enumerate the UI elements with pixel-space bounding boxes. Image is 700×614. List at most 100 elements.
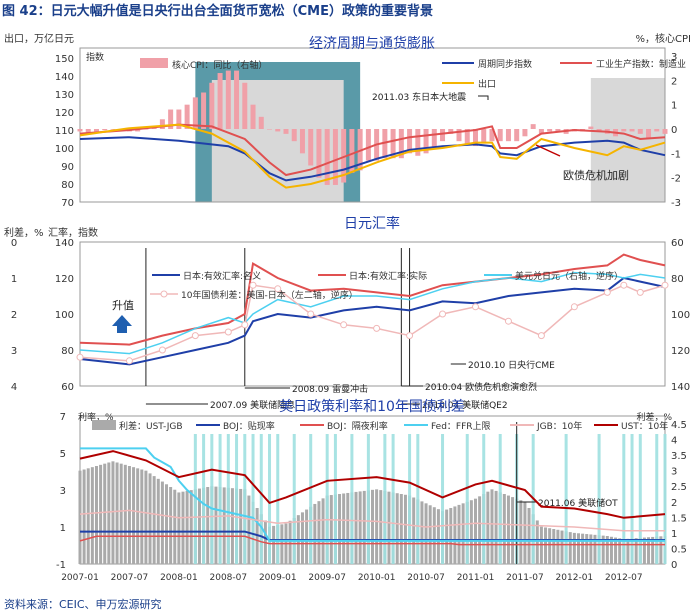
cpi-bar xyxy=(159,119,165,129)
spread-bar xyxy=(358,491,362,564)
cpi-bar xyxy=(662,129,668,134)
x-tick: 2009-07 xyxy=(308,573,346,583)
spread-bar xyxy=(99,464,103,564)
y-tick-right: 4 xyxy=(671,436,677,447)
shade-band-2012 xyxy=(590,78,665,202)
highlight-bar xyxy=(276,434,280,564)
annotation-leader xyxy=(478,95,489,100)
spread-bar xyxy=(82,469,86,564)
y-tick-right: -2 xyxy=(671,174,681,185)
y-tick-right: 100 xyxy=(671,310,690,321)
spread-bar xyxy=(490,489,494,564)
spread-marker xyxy=(570,303,578,311)
legend-label: JGB：10年 xyxy=(536,420,582,432)
chart-canvas: 708090100110120130140150-3-2-10123出口，万亿日… xyxy=(4,32,691,583)
x-tick: 2010-07 xyxy=(407,573,445,583)
cpi-bar xyxy=(102,129,108,131)
spread-bar xyxy=(626,538,630,564)
spread-bar xyxy=(173,489,177,564)
highlight-bar xyxy=(309,434,313,564)
cpi-bar xyxy=(283,129,289,134)
panel-title: 日元汇率 xyxy=(344,215,400,232)
spread-bar xyxy=(403,494,407,564)
highlight-bar xyxy=(416,434,420,564)
spread-bar xyxy=(321,498,325,564)
cpi-bar xyxy=(629,129,635,132)
highlight-bar xyxy=(630,434,634,564)
cpi-bar xyxy=(209,82,215,129)
y-tick-left: 3 xyxy=(60,486,66,497)
y-tick-right: 4.5 xyxy=(671,420,687,431)
cpi-bar xyxy=(324,129,330,185)
spread-bar xyxy=(494,490,498,564)
spread-bar xyxy=(177,492,181,564)
cpi-bar xyxy=(637,129,643,134)
y-tick-spread: 3 xyxy=(11,346,17,357)
spread-bar xyxy=(449,508,453,564)
y-tick-left: 1 xyxy=(60,523,66,534)
cpi-bar xyxy=(646,129,652,139)
spread-marker xyxy=(471,303,479,311)
y-tick-left: 100 xyxy=(55,310,74,321)
spread-bar xyxy=(272,525,276,564)
y-tick-left: 150 xyxy=(55,54,74,65)
cpi-bar xyxy=(621,129,627,132)
cpi-bar xyxy=(456,129,462,142)
cpi-bar xyxy=(168,109,174,129)
highlight-bar xyxy=(333,434,337,564)
spread-bar xyxy=(581,533,585,564)
highlight-bar xyxy=(366,434,370,564)
cpi-bar xyxy=(332,129,338,185)
y-tick-left: 120 xyxy=(55,274,74,285)
annotation: 2011.06 美联储OT xyxy=(538,497,618,509)
x-tick: 2011-01 xyxy=(457,573,495,583)
series-line xyxy=(79,535,665,546)
cpi-bar xyxy=(365,129,371,161)
spread-bar xyxy=(457,504,461,564)
spread-bar xyxy=(197,488,201,564)
annotation: 2010.04 欧债危机愈演愈烈 xyxy=(425,381,537,393)
spread-bar xyxy=(519,500,523,564)
spread-bar xyxy=(523,501,527,564)
spread-bar xyxy=(103,463,107,564)
y-tick-right: 1 xyxy=(671,101,677,112)
spread-marker xyxy=(661,281,669,289)
spread-bar xyxy=(288,520,292,564)
highlight-bar xyxy=(482,434,486,564)
legend-label: 日本:有效汇率:实际 xyxy=(349,270,427,282)
figure-title: 图 42：日元大幅升值是日央行出台全面货币宽松（CME）政策的重要背景 xyxy=(2,4,433,19)
highlight-bar xyxy=(597,434,601,564)
spread-bar xyxy=(305,509,309,564)
spread-bar xyxy=(614,537,618,564)
spread-bar xyxy=(445,509,449,564)
cpi-bar xyxy=(415,129,421,156)
y-tick-right: 3 xyxy=(671,52,677,63)
spread-bar xyxy=(136,468,140,564)
spread-bar xyxy=(329,495,333,564)
cpi-bar xyxy=(267,129,273,130)
spread-bar xyxy=(511,497,515,564)
cpi-bar xyxy=(448,129,454,134)
y-tick-left: 80 xyxy=(61,180,74,191)
cpi-bar xyxy=(654,129,660,132)
spread-bar xyxy=(659,536,663,564)
y-tick-right: 0.5 xyxy=(671,544,687,555)
panel2-frame xyxy=(79,241,666,387)
series-line xyxy=(79,123,666,177)
spread-bar xyxy=(140,469,144,564)
highlight-bar xyxy=(210,434,214,564)
spread-bar xyxy=(313,503,317,564)
spread-bar xyxy=(148,473,152,564)
spread-marker xyxy=(439,310,447,318)
y-tick-spread: 1 xyxy=(11,274,17,285)
panel-title: 经济周期与通货膨胀 xyxy=(309,35,435,52)
legend-label: 利差：UST-JGB xyxy=(119,420,183,432)
cpi-bar xyxy=(299,129,305,154)
spread-bar xyxy=(642,537,646,564)
x-tick: 2007-07 xyxy=(111,573,149,583)
y-tick-spread: 2 xyxy=(11,310,17,321)
spread-bar xyxy=(412,497,416,564)
series-line xyxy=(80,447,665,542)
spread-bar xyxy=(436,509,440,564)
